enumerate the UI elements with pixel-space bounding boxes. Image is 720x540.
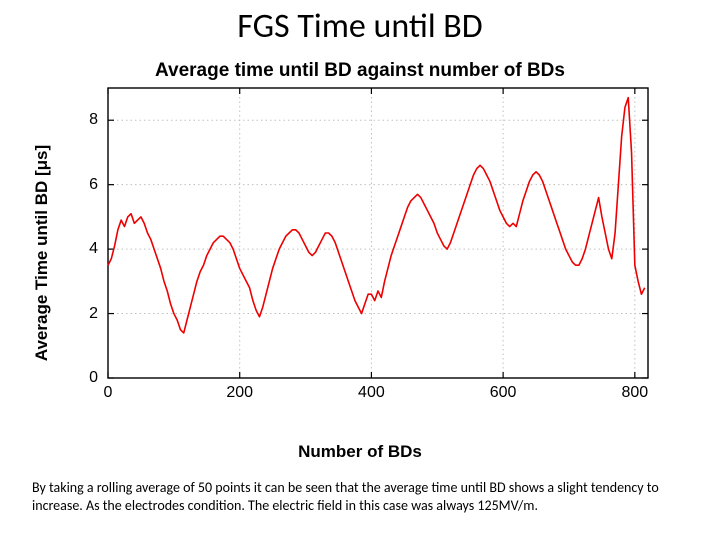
y-tick-label: 6 — [89, 176, 98, 194]
chart-container: Average time until BD against number of … — [60, 60, 660, 450]
y-tick-label: 0 — [89, 369, 98, 387]
caption-text: By taking a rolling average of 50 points… — [32, 479, 688, 514]
chart-svg — [108, 88, 648, 378]
x-tick-label: 800 — [621, 384, 648, 402]
y-tick-label: 8 — [89, 111, 98, 129]
y-axis-label: Average Time until BD [μs] — [32, 145, 52, 361]
y-tick-label: 4 — [89, 240, 98, 258]
x-axis-label: Number of BDs — [298, 442, 422, 462]
plot-outer: Average Time until BD [μs] 0200400600800… — [60, 88, 660, 418]
plot-area: 020040060080002468 — [108, 88, 648, 378]
y-tick-label: 2 — [89, 305, 98, 323]
x-tick-label: 600 — [490, 384, 517, 402]
x-tick-label: 200 — [226, 384, 253, 402]
x-tick-label: 400 — [358, 384, 385, 402]
page-title: FGS Time until BD — [0, 0, 720, 47]
chart-title: Average time until BD against number of … — [60, 60, 660, 82]
x-tick-label: 0 — [104, 384, 113, 402]
